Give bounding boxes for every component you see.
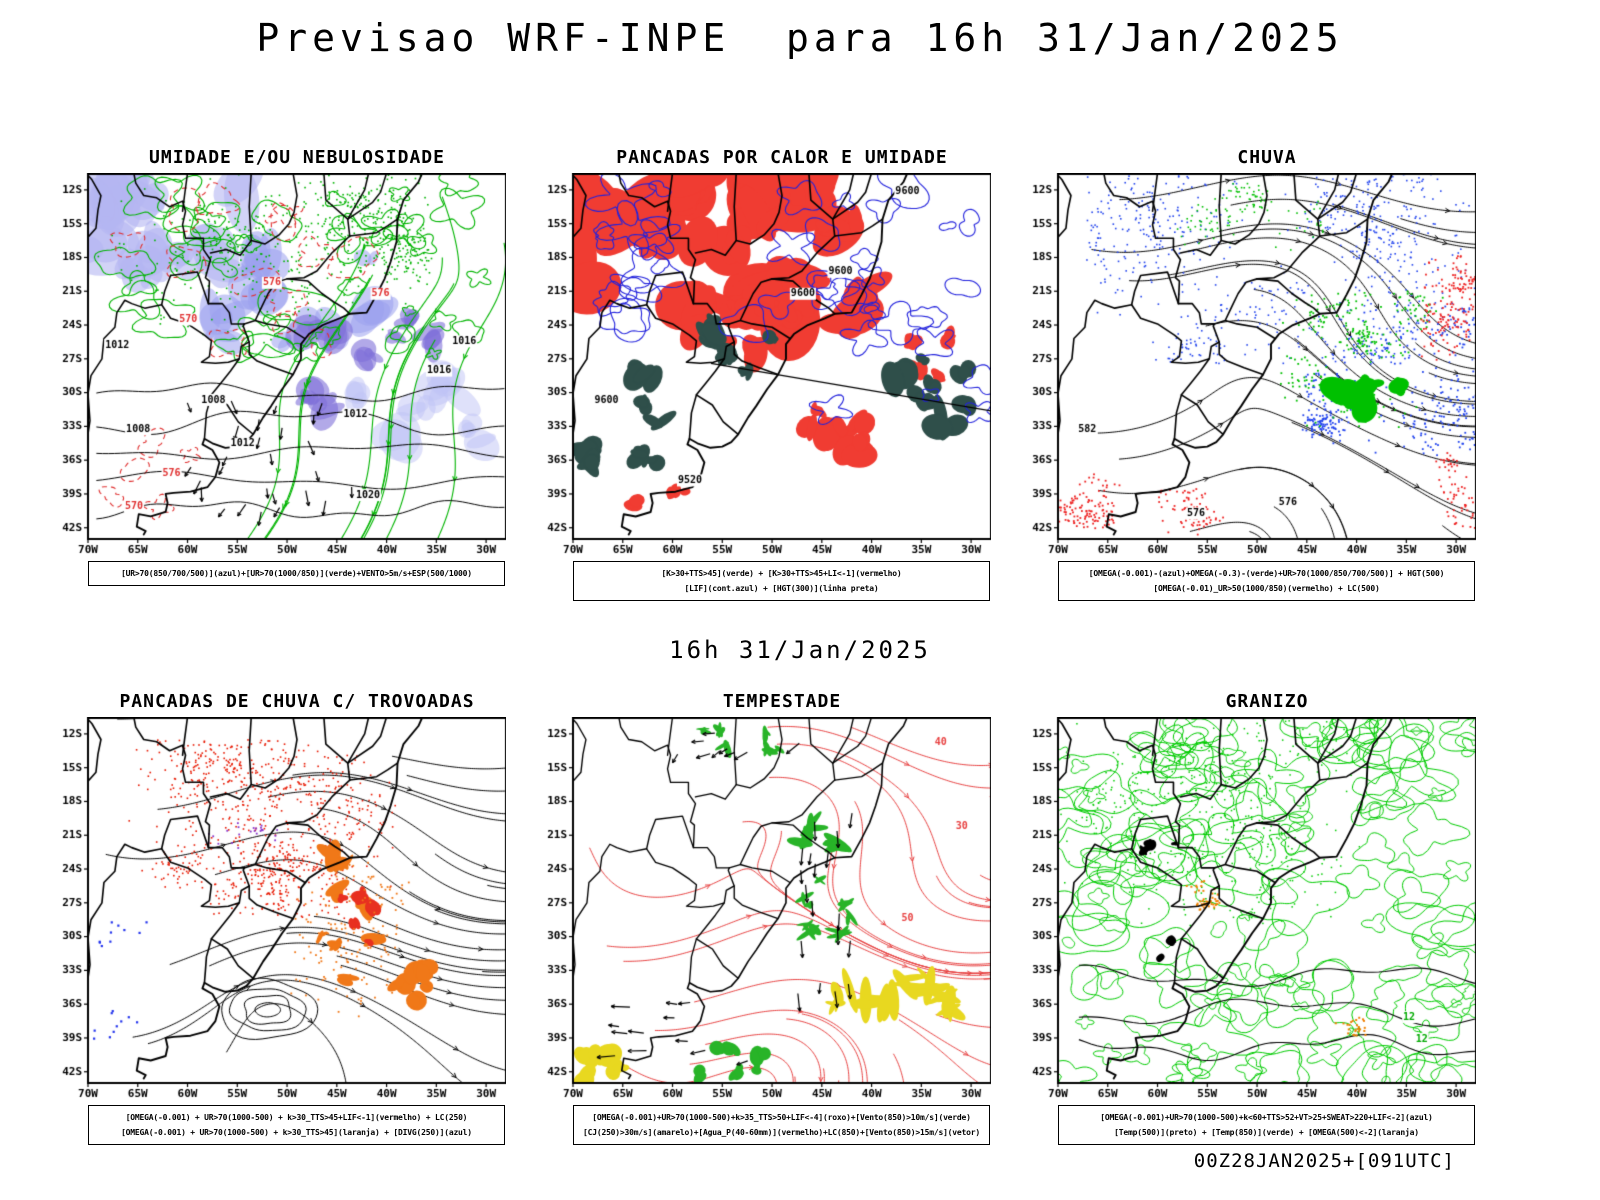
caption-box: [OMEGA(-0.001)-(azul)+OMEGA(-0.3)-(verde… [1058, 561, 1475, 601]
map-canvas-granizo [1024, 717, 1476, 1101]
map-canvas-umidade [54, 173, 506, 557]
panel-title: GRANIZO [1225, 691, 1309, 712]
caption-line: [OMEGA(-0.001)+UR>70(1000-500)+k>35_TTS>… [592, 1113, 971, 1122]
map-canvas-trovoadas [54, 717, 506, 1101]
caption-line: [CJ(250)>30m/s](amarelo)+[Agua_P(40-60mm… [582, 1128, 980, 1137]
caption-line: [OMEGA(-0.001)+UR>70(1000-500)+k<60+TTS>… [1100, 1113, 1433, 1122]
panel-title: UMIDADE E/OU NEBULOSIDADE [149, 147, 445, 168]
panel-title: CHUVA [1237, 147, 1297, 168]
map-canvas-tempestade [539, 717, 991, 1101]
forecast-time-label: 16h 31/Jan/2025 [669, 636, 931, 664]
caption-line: [OMEGA(-0.001) + UR>70(1000-500) + k>30_… [125, 1113, 468, 1122]
panel-pancadas-calor: PANCADAS POR CALOR E UMIDADE [K>30+TTS>4… [539, 147, 991, 601]
panel-title: PANCADAS DE CHUVA C/ TROVOADAS [119, 691, 475, 712]
panel-title: PANCADAS POR CALOR E UMIDADE [616, 147, 948, 168]
caption-line: [Temp(500)](preto) + [Temp(850)](verde) … [1114, 1128, 1419, 1137]
caption-line: [UR>70(850/700/500)](azul)+[UR>70(1000/8… [121, 569, 472, 578]
caption-line: [OMEGA(-0.01)_UR>50(1000/850)(vermelho) … [1153, 584, 1380, 593]
panel-trovoadas: PANCADAS DE CHUVA C/ TROVOADAS [OMEGA(-0… [54, 691, 506, 1145]
panel-granizo: GRANIZO [OMEGA(-0.001)+UR>70(1000-500)+k… [1024, 691, 1476, 1145]
map-canvas-pancadas-calor [539, 173, 991, 557]
caption-box: [OMEGA(-0.001)+UR>70(1000-500)+k>35_TTS>… [573, 1105, 990, 1145]
panel-tempestade: TEMPESTADE [OMEGA(-0.001)+UR>70(1000-500… [539, 691, 991, 1145]
caption-line: [OMEGA(-0.001) + UR>70(1000-500) + k>30_… [121, 1128, 472, 1137]
caption-box: [K>30+TTS>45](verde) + [K>30+TTS>45+LI<-… [573, 561, 990, 601]
panel-umidade-nebulosidade: UMIDADE E/OU NEBULOSIDADE [UR>70(850/700… [54, 147, 506, 586]
caption-box: [UR>70(850/700/500)](azul)+[UR>70(1000/8… [88, 561, 505, 586]
footer-run-info: 00Z28JAN2025+[091UTC] [1193, 1150, 1455, 1172]
panel-chuva: CHUVA [OMEGA(-0.001)-(azul)+OMEGA(-0.3)-… [1024, 147, 1476, 601]
caption-line: [LIF](cont.azul) + [HGT(300)](linha pret… [684, 584, 879, 593]
page-title: Previsao WRF-INPE para 16h 31/Jan/2025 [256, 16, 1344, 60]
caption-line: [K>30+TTS>45](verde) + [K>30+TTS>45+LI<-… [661, 569, 902, 578]
caption-line: [OMEGA(-0.001)-(azul)+OMEGA(-0.3)-(verde… [1088, 569, 1445, 578]
caption-box: [OMEGA(-0.001)+UR>70(1000-500)+k<60+TTS>… [1058, 1105, 1475, 1145]
panel-title: TEMPESTADE [722, 691, 842, 712]
caption-box: [OMEGA(-0.001) + UR>70(1000-500) + k>30_… [88, 1105, 505, 1145]
map-canvas-chuva [1024, 173, 1476, 557]
